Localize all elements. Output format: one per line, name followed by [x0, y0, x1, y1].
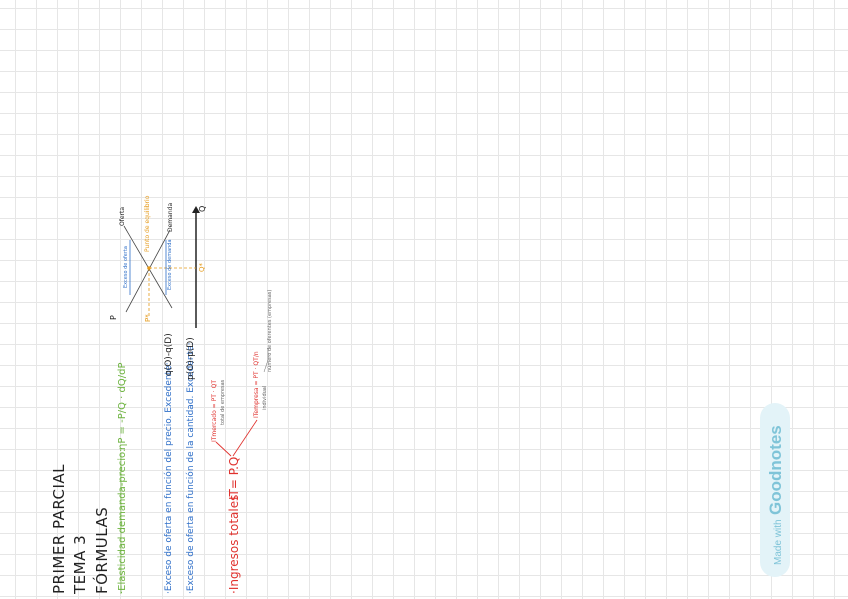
- badge-brand: Goodnotes: [766, 425, 785, 515]
- n-pointer: [263, 348, 269, 373]
- goodnotes-badge: [760, 403, 790, 577]
- goodnotes-badge-text: Made with Goodnotes: [766, 425, 785, 565]
- badge-made-with: Made with: [773, 519, 784, 565]
- supply-line: [125, 229, 171, 313]
- revenue-branch-top: [215, 441, 232, 457]
- p-axis-arrow: [192, 206, 200, 213]
- equilibrium-point: [147, 266, 151, 270]
- revenue-branch-bottom: [232, 419, 258, 457]
